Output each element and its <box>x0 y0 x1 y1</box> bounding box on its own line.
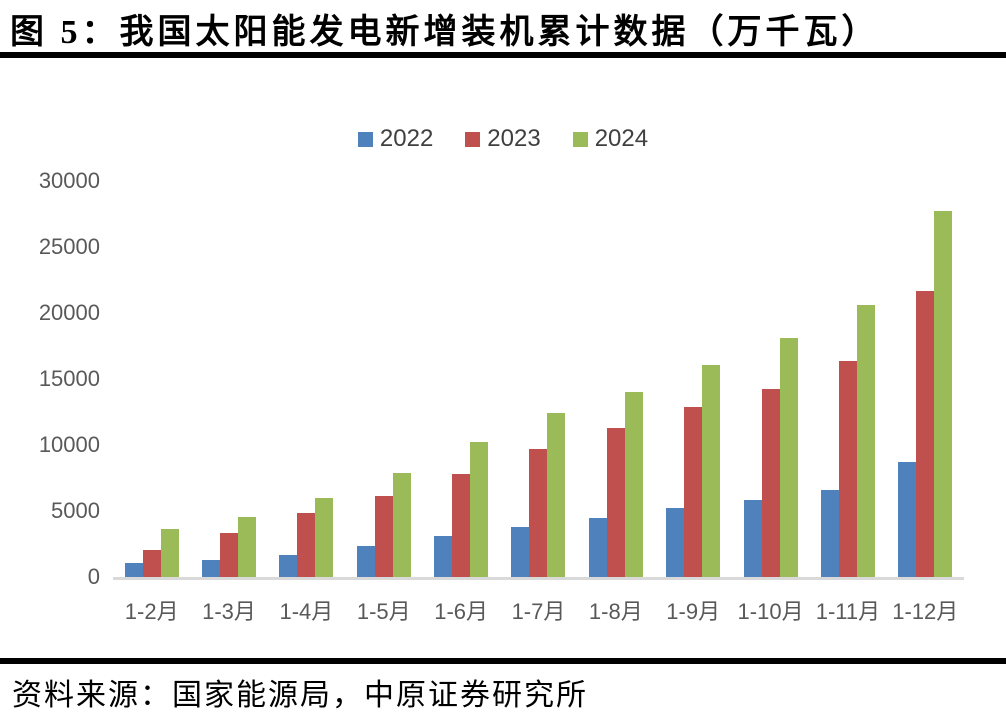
chart-legend: 2022 2023 2024 <box>0 124 1006 154</box>
bar-2023-1-5月 <box>374 496 393 577</box>
legend-swatch-2023 <box>465 131 481 147</box>
bar-group-1-10月 <box>732 181 809 577</box>
bar-2023-1-6月 <box>452 473 471 577</box>
y-tick-label-5000: 5000 <box>51 498 100 523</box>
legend-item-2022: 2022 <box>357 125 434 152</box>
figure-title: 图 5：我国太阳能发电新增装机累计数据（万千瓦） <box>10 14 880 51</box>
bar-2022-1-4月 <box>279 554 298 577</box>
bar-2022-1-3月 <box>202 559 221 577</box>
bar-2022-1-2月 <box>124 562 143 577</box>
x-tick-label-1-3月: 1-3月 <box>202 599 256 624</box>
legend-label-2022: 2022 <box>379 125 434 152</box>
bar-group-1-3月 <box>190 181 267 577</box>
bar-2024-1-10月 <box>779 337 798 577</box>
legend-swatch-2022 <box>357 131 373 147</box>
x-tick-label-1-12月: 1-12月 <box>892 599 959 624</box>
y-tick-label-25000: 25000 <box>38 234 100 259</box>
x-tick-label-1-6月: 1-6月 <box>434 599 489 624</box>
bar-group-1-9月 <box>655 181 732 577</box>
y-axis: 0 5000 10000 15000 20000 25000 30000 <box>0 170 100 588</box>
bar-2022-1-6月 <box>434 536 453 577</box>
x-tick-label-1-7月: 1-7月 <box>511 599 566 624</box>
legend-swatch-2024 <box>572 131 588 147</box>
x-tick-label-1-5月: 1-5月 <box>356 599 411 624</box>
footer-divider <box>0 658 1006 664</box>
y-tick-label-30000: 30000 <box>38 168 100 193</box>
bar-2022-1-7月 <box>511 527 530 577</box>
y-tick-label-0: 0 <box>87 564 100 589</box>
bar-2024-1-2月 <box>160 528 179 577</box>
x-tick-label-1-4月: 1-4月 <box>279 599 334 624</box>
bar-2023-1-3月 <box>220 532 239 577</box>
bar-2024-1-12月 <box>934 210 953 577</box>
bar-2024-1-4月 <box>315 497 334 577</box>
bar-group-1-4月 <box>268 181 345 577</box>
x-tick-label-1-9月: 1-9月 <box>666 599 721 624</box>
bar-2022-1-5月 <box>356 545 375 577</box>
source-note: 资料来源：国家能源局，中原证券研究所 <box>12 679 588 712</box>
legend-label-2023: 2023 <box>487 125 541 152</box>
x-tick-label-1-2月: 1-2月 <box>124 599 179 624</box>
bar-2024-1-8月 <box>624 391 643 577</box>
bar-2023-1-8月 <box>606 427 625 577</box>
bar-2023-1-12月 <box>916 290 935 577</box>
bar-2024-1-9月 <box>702 364 721 577</box>
bar-2023-1-4月 <box>297 513 316 577</box>
title-divider <box>0 52 1006 58</box>
bar-2022-1-11月 <box>820 490 839 577</box>
legend-label-2024: 2024 <box>594 125 649 152</box>
x-tick-label-1-8月: 1-8月 <box>588 599 643 624</box>
bar-group-1-6月 <box>422 181 499 577</box>
legend-item-2024: 2024 <box>572 125 649 152</box>
x-tick-label-1-10月: 1-10月 <box>737 599 804 624</box>
bar-group-1-7月 <box>500 181 577 577</box>
bar-2024-1-5月 <box>392 472 411 577</box>
bar-2022-1-9月 <box>666 507 685 577</box>
x-axis: 1-2月 1-3月 1-4月 1-5月 1-6月 1-7月 1-8月 1-9月 1-10月 1-1… <box>113 594 964 626</box>
bar-2023-1-9月 <box>684 406 703 577</box>
x-tick-label-1-11月: 1-11月 <box>815 599 881 624</box>
y-tick-label-10000: 10000 <box>38 432 100 457</box>
bar-2022-1-12月 <box>898 461 917 577</box>
bar-group-1-8月 <box>577 181 654 577</box>
bar-2023-1-2月 <box>142 550 161 577</box>
y-tick-label-20000: 20000 <box>38 300 100 325</box>
bar-2022-1-8月 <box>588 518 607 577</box>
bar-2024-1-3月 <box>238 516 257 577</box>
bar-group-1-5月 <box>345 181 422 577</box>
plot-area <box>113 181 964 580</box>
bar-2024-1-7月 <box>547 413 566 577</box>
bar-2023-1-10月 <box>761 389 780 577</box>
bar-2024-1-6月 <box>470 441 489 577</box>
bar-group-1-12月 <box>887 181 964 577</box>
bar-group-1-11月 <box>809 181 886 577</box>
bar-group-1-2月 <box>113 181 190 577</box>
bar-2023-1-7月 <box>529 448 548 577</box>
bar-2024-1-11月 <box>856 304 875 577</box>
y-tick-label-15000: 15000 <box>38 366 100 391</box>
bar-2023-1-11月 <box>838 360 857 577</box>
legend-item-2023: 2023 <box>465 125 541 152</box>
bar-2022-1-10月 <box>743 500 762 577</box>
